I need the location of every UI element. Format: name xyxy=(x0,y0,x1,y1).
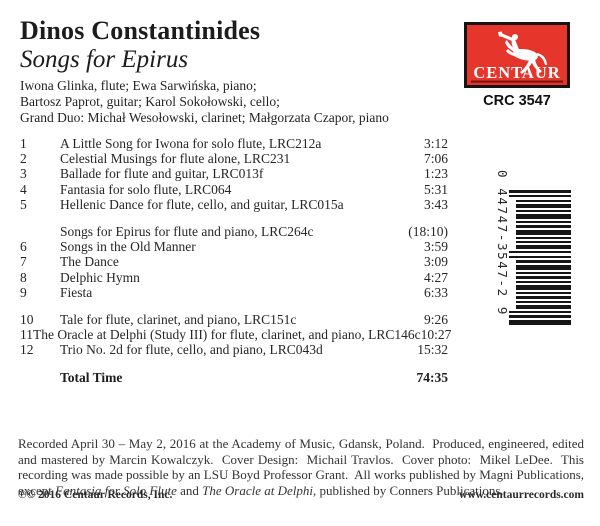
track-number: 6 xyxy=(20,239,27,255)
track-row: 8 Delphic Hymn 4:27 xyxy=(20,270,448,285)
performer-credits: Iwona Glinka, flute; Ewa Sarwińska, pian… xyxy=(20,78,389,126)
total-spacer xyxy=(20,370,60,385)
footer: ℗© 2016 Centaur Records, Inc. www.centau… xyxy=(18,489,584,501)
centaur-icon: CENTAUR xyxy=(471,31,563,83)
centaur-logo-wordmark: CENTAUR xyxy=(473,63,560,82)
track-row: 7 The Dance 3:09 xyxy=(20,254,448,269)
track-time: 9:26 xyxy=(423,311,448,327)
track-title: Hellenic Dance for flute, cello, and gui… xyxy=(60,196,344,212)
notes-text: Recorded April 30 – May 2, 2016 at the A… xyxy=(18,436,584,498)
notes-italic-work: Fantasia for Solo Flute xyxy=(55,482,177,498)
barcode-icon xyxy=(509,190,571,325)
track-number: 3 xyxy=(20,166,27,182)
track-number: 2 xyxy=(20,151,27,167)
track-title: Ballade for flute and guitar, LRC013f xyxy=(60,166,264,182)
track-row: 3 Ballade for flute and guitar, LRC013f 1:… xyxy=(20,166,448,181)
notes-italic-work: The Oracle at Delphi xyxy=(202,482,313,498)
track-row: 11 The Oracle at Delphi (Study III) for f… xyxy=(20,327,451,343)
track-number xyxy=(20,224,60,239)
track-number: 1 xyxy=(20,136,27,151)
track-time: 3:43 xyxy=(423,196,448,212)
track-row: 9 Fiesta 6:33 xyxy=(20,285,448,300)
track-time: 3:59 xyxy=(423,239,448,255)
track-number: 12 xyxy=(20,342,34,358)
track-number: 9 xyxy=(20,284,27,300)
track-title: The Oracle at Delphi (Study III) for flu… xyxy=(33,327,421,343)
production-notes: Recorded April 30 – May 2, 2016 at the A… xyxy=(18,436,584,498)
work-group-header-row: Songs for Epirus for flute and piano, LR… xyxy=(20,224,448,239)
notes-text: , published by Conners Publications. xyxy=(313,482,504,498)
track-title: A Little Song for Iwona for solo flute, … xyxy=(60,136,322,151)
track-time: 1:23 xyxy=(423,166,448,182)
track-list: 1 A Little Song for Iwona for solo flute,… xyxy=(20,136,451,386)
track-number: 4 xyxy=(20,181,27,197)
logo-underline xyxy=(471,80,563,83)
copyright-notice: ℗© 2016 Centaur Records, Inc. xyxy=(18,489,173,501)
track-time: 5:31 xyxy=(423,181,448,197)
track-title: Fiesta xyxy=(60,284,93,300)
performer-line: Grand Duo: Michał Wesołowski, clarinet; … xyxy=(20,110,389,125)
work-group-time: (18:10) xyxy=(408,223,448,239)
work-group-title: Songs for Epirus for flute and piano, LR… xyxy=(60,223,314,239)
label-website: www.centaurrecords.com xyxy=(459,489,584,501)
track-time: 3:12 xyxy=(423,136,448,151)
total-time-row: Total Time 74:35 xyxy=(20,370,448,385)
composer-name: Dinos Constantinides xyxy=(20,16,261,45)
track-title: The Dance xyxy=(60,254,119,270)
centaur-records-logo: CENTAUR xyxy=(464,22,570,88)
performer-line: Iwona Glinka, flute; Ewa Sarwińska, pian… xyxy=(20,78,257,93)
track-title: Delphic Hymn xyxy=(60,269,140,285)
track-title: Fantasia for solo flute, LRC064 xyxy=(60,181,232,197)
barcode-number: 0 44747-3547-2 9 xyxy=(495,170,510,317)
track-row: 1 A Little Song for Iwona for solo flute,… xyxy=(20,136,448,151)
track-number: 5 xyxy=(20,196,27,212)
album-title: Songs for Epirus xyxy=(20,46,189,73)
track-title: Songs in the Old Manner xyxy=(60,239,196,255)
track-row: 2 Celestial Musings for flute alone, LRC2… xyxy=(20,151,448,166)
track-row: 5 Hellenic Dance for flute, cello, and gu… xyxy=(20,197,448,212)
track-title: Trio No. 2d for flute, cello, and piano,… xyxy=(60,342,323,358)
total-time-value: 74:35 xyxy=(416,370,449,386)
track-title: Celestial Musings for flute alone, LRC23… xyxy=(60,151,291,167)
track-time: 10:27 xyxy=(420,327,452,343)
track-row: 6 Songs in the Old Manner 3:59 xyxy=(20,239,448,254)
track-time: 4:27 xyxy=(423,269,448,285)
track-number: 8 xyxy=(20,269,27,285)
track-time: 15:32 xyxy=(417,342,448,358)
track-row: 12 Trio No. 2d for flute, cello, and pian… xyxy=(20,342,448,357)
track-number: 7 xyxy=(20,254,27,270)
track-row: 4 Fantasia for solo flute, LRC064 5:31 xyxy=(20,182,448,197)
track-time: 3:09 xyxy=(423,254,448,270)
track-number: 11 xyxy=(20,327,33,343)
track-time: 6:33 xyxy=(423,284,448,300)
notes-text: and xyxy=(176,482,203,498)
track-time: 7:06 xyxy=(423,151,448,167)
track-row: 10 Tale for flute, clarinet, and piano, L… xyxy=(20,312,448,327)
track-number: 10 xyxy=(20,311,34,327)
performer-line: Bartosz Paprot, guitar; Karol Sokołowski… xyxy=(20,94,280,109)
catalog-number: CRC 3547 xyxy=(483,93,551,109)
track-title: Tale for flute, clarinet, and piano, LRC… xyxy=(60,311,297,327)
total-time-label: Total Time xyxy=(60,370,123,386)
